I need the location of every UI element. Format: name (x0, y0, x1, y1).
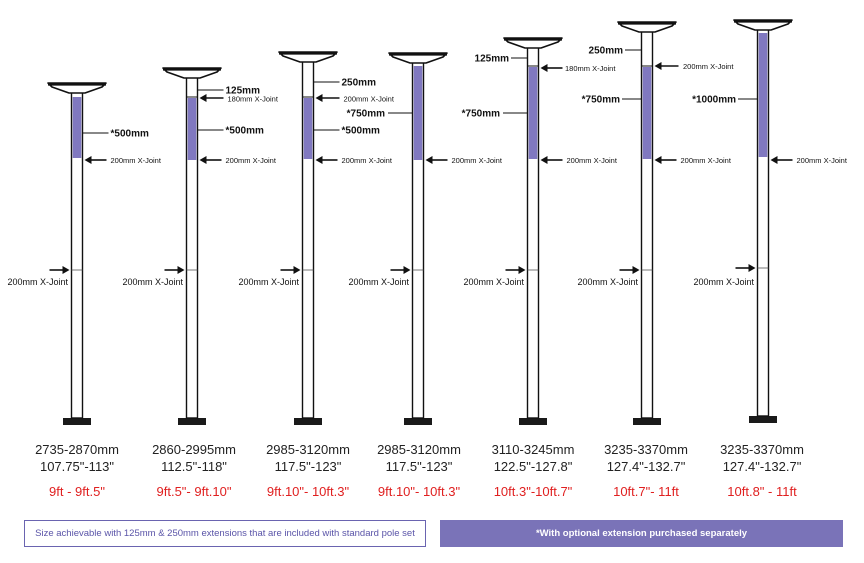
length-feet: 9ft.5"- 9ft.10" (156, 484, 232, 499)
mid-joint-arrow-head (62, 266, 70, 274)
joint-label: 200mm X-Joint (681, 156, 732, 165)
length-feet: 10ft.8" - 11ft (727, 484, 797, 499)
legend-optional-extension: *With optional extension purchased separ… (440, 520, 843, 547)
upper-joint-label: 180mm X-Joint (565, 64, 616, 73)
length-feet: 10ft.3"-10ft.7" (493, 484, 573, 499)
joint-arrow-head (540, 156, 548, 164)
pole-base (519, 418, 547, 425)
mid-joint-label: 200mm X-Joint (7, 277, 68, 287)
upper-joint-arrow-head (315, 94, 323, 102)
pole-extension (72, 97, 82, 158)
length-mm: 2735-2870mm (35, 442, 119, 457)
mid-joint-label: 200mm X-Joint (693, 277, 754, 287)
length-inches: 112.5"-118" (161, 459, 227, 474)
length-mm: 2985-3120mm (377, 442, 461, 457)
pole-spec-5: 3110-3245mm 122.5"-127.8" 10ft.3"-10ft.7… (478, 441, 588, 500)
pole-base (749, 416, 777, 423)
length-inches: 127.4"-132.7" (722, 459, 802, 474)
joint-arrow-head (315, 156, 323, 164)
pole-base (404, 418, 432, 425)
upper-ext-label: 125mm (475, 54, 510, 65)
length-inches: 107.75"-113" (39, 459, 115, 474)
pole-spec-2: 2860-2995mm 112.5"-118" 9ft.5"- 9ft.10" (139, 441, 249, 500)
pole-1: *500mm 200mm X-Joint 200mm X-Joint (7, 82, 162, 425)
length-inches: 127.4"-132.7" (606, 459, 686, 474)
pole-spec-3: 2985-3120mm 117.5"-123" 9ft.10"- 10ft.3" (253, 441, 363, 500)
pole-5: *750mm 125mm 180mm X-Joint 200mm X-Joint 200… (462, 37, 618, 425)
joint-arrow-head (654, 156, 662, 164)
length-mm: 2860-2995mm (152, 442, 236, 457)
pole-base (63, 418, 91, 425)
pole-extension (413, 66, 423, 160)
pole-spec-6: 3235-3370mm 127.4"-132.7" 10ft.7"- 11ft (591, 441, 701, 500)
length-inches: 122.5"-127.8" (493, 459, 573, 474)
main-ext-label: *750mm (347, 109, 385, 120)
pole-extension (642, 67, 652, 159)
mid-joint-arrow-head (403, 266, 411, 274)
mid-joint-arrow-head (518, 266, 526, 274)
length-mm: 2985-3120mm (266, 442, 350, 457)
mid-joint-arrow-head (177, 266, 185, 274)
pole-base (178, 418, 206, 425)
main-ext-label: *500mm (111, 129, 149, 140)
pole-diagram: *500mm 200mm X-Joint 200mm X-Joint *500mm 12… (7, 19, 848, 425)
mid-joint-arrow-head (748, 264, 756, 272)
mid-joint-arrow-head (293, 266, 301, 274)
main-ext-label: *750mm (582, 95, 620, 106)
joint-label: 200mm X-Joint (567, 156, 618, 165)
upper-ext-label: 250mm (589, 46, 624, 57)
pole-base (294, 418, 322, 425)
joint-label: 200mm X-Joint (797, 156, 848, 165)
length-inches: 117.5"-123" (274, 459, 342, 474)
upper-joint-label: 180mm X-Joint (228, 95, 279, 104)
pole-extension (528, 67, 538, 159)
length-mm: 3110-3245mm (491, 442, 575, 457)
upper-ext-label: 125mm (226, 86, 261, 97)
upper-joint-arrow-head (540, 64, 548, 72)
mid-joint-arrow-head (632, 266, 640, 274)
main-ext-label: *750mm (462, 109, 500, 120)
upper-joint-arrow-head (199, 94, 207, 102)
mid-joint-label: 200mm X-Joint (577, 277, 638, 287)
pole-extension (187, 98, 197, 160)
main-ext-label: *500mm (342, 126, 380, 137)
pole-base (633, 418, 661, 425)
joint-label: 200mm X-Joint (226, 156, 277, 165)
pole-extension (303, 98, 313, 159)
length-feet: 9ft - 9ft.5" (49, 484, 105, 499)
length-inches: 117.5"-123" (385, 459, 453, 474)
joint-label: 200mm X-Joint (342, 156, 393, 165)
upper-joint-label: 200mm X-Joint (344, 95, 395, 104)
length-feet: 9ft.10"- 10ft.3" (266, 484, 350, 499)
upper-joint-arrow-head (654, 62, 662, 70)
legend-standard-set: Size achievable with 125mm & 250mm exten… (24, 520, 426, 547)
pole-6: *750mm 250mm 200mm X-Joint 200mm X-Joint 200… (577, 21, 734, 425)
mid-joint-label: 200mm X-Joint (463, 277, 524, 287)
pole-7: *1000mm 200mm X-Joint 200mm X-Joint (692, 19, 848, 423)
pole-spec-1: 2735-2870mm 107.75"-113" 9ft - 9ft.5" (22, 441, 132, 500)
joint-label: 200mm X-Joint (452, 156, 503, 165)
length-mm: 3235-3370mm (604, 442, 688, 457)
joint-arrow-head (770, 156, 778, 164)
pole-4: *750mm 200mm X-Joint 200mm X-Joint (347, 52, 503, 425)
mid-joint-label: 200mm X-Joint (348, 277, 409, 287)
main-ext-label: *500mm (226, 126, 264, 137)
pole-3: *500mm 250mm 200mm X-Joint 200mm X-Joint 200… (238, 51, 395, 425)
mid-joint-label: 200mm X-Joint (122, 277, 183, 287)
joint-arrow-head (199, 156, 207, 164)
mid-joint-label: 200mm X-Joint (238, 277, 299, 287)
pole-extension (758, 33, 768, 157)
pole-spec-7: 3235-3370mm 127.4"-132.7" 10ft.8" - 11ft (707, 441, 817, 500)
length-mm: 3235-3370mm (720, 442, 804, 457)
upper-ext-label: 250mm (342, 78, 377, 89)
length-feet: 10ft.7"- 11ft (613, 484, 679, 499)
joint-label: 200mm X-Joint (111, 156, 162, 165)
joint-arrow-head (425, 156, 433, 164)
pole-spec-4: 2985-3120mm 117.5"-123" 9ft.10"- 10ft.3" (364, 441, 474, 500)
main-ext-label: *1000mm (692, 95, 736, 106)
upper-joint-label: 200mm X-Joint (683, 62, 734, 71)
joint-arrow-head (84, 156, 92, 164)
length-feet: 9ft.10"- 10ft.3" (377, 484, 461, 499)
